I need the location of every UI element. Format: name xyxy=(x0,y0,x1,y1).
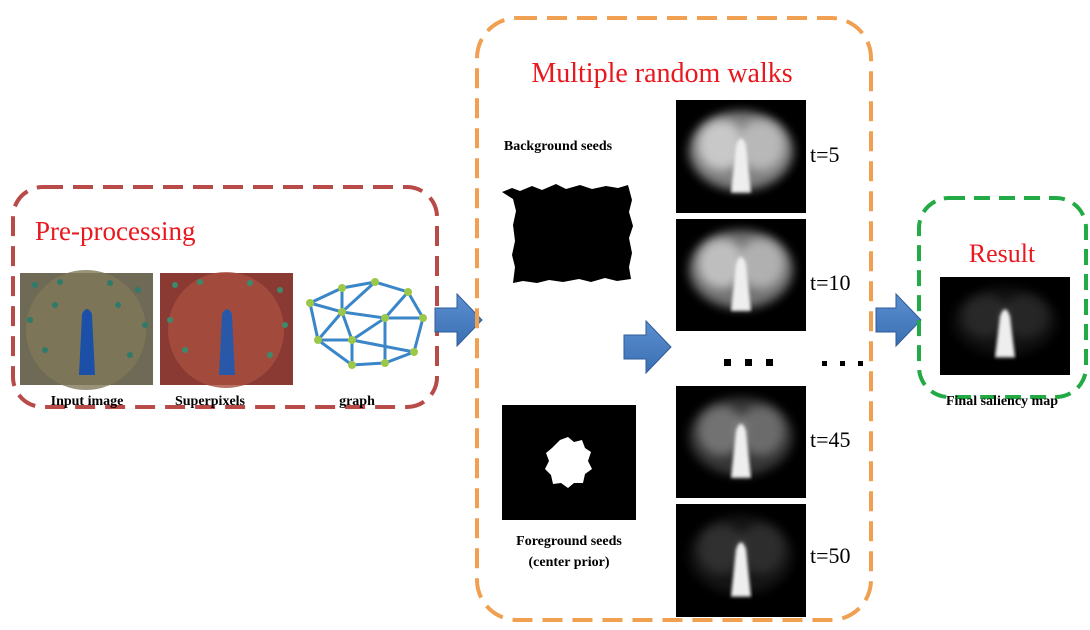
arrow xyxy=(435,294,482,346)
saliency-map xyxy=(676,100,806,213)
foreground-seeds-label: (center prior) xyxy=(529,555,610,570)
image-label: Superpixels xyxy=(175,394,246,409)
background-seeds-image xyxy=(502,184,633,283)
background-seeds-label: Background seeds xyxy=(504,139,613,154)
iteration-label: t=50 xyxy=(810,543,851,568)
diagram: Pre-processing Input image Superpixels g… xyxy=(0,0,1090,630)
saliency-map xyxy=(940,277,1070,375)
image-label: Input image xyxy=(51,394,124,409)
result-label: Final saliency map xyxy=(946,394,1058,409)
preprocessing-title: Pre-processing xyxy=(35,216,195,246)
random-walks-title: Multiple random walks xyxy=(531,58,792,89)
saliency-map xyxy=(676,219,806,331)
foreground-seeds-image xyxy=(502,405,636,520)
iteration-label: t=10 xyxy=(810,270,851,295)
foreground-seeds-label: Foreground seeds xyxy=(516,534,622,549)
arrow xyxy=(624,321,671,373)
image-label: graph xyxy=(339,394,375,409)
saliency-map xyxy=(676,504,806,617)
graph-image xyxy=(306,278,427,369)
random-walks-box xyxy=(477,18,871,620)
iteration-label: t=5 xyxy=(810,142,840,167)
ellipsis xyxy=(724,359,863,366)
input-image xyxy=(20,270,153,390)
iteration-label: t=45 xyxy=(810,427,851,452)
arrow xyxy=(876,294,921,346)
superpixel-image xyxy=(160,272,293,388)
result-title: Result xyxy=(969,239,1036,268)
saliency-map xyxy=(676,386,806,498)
